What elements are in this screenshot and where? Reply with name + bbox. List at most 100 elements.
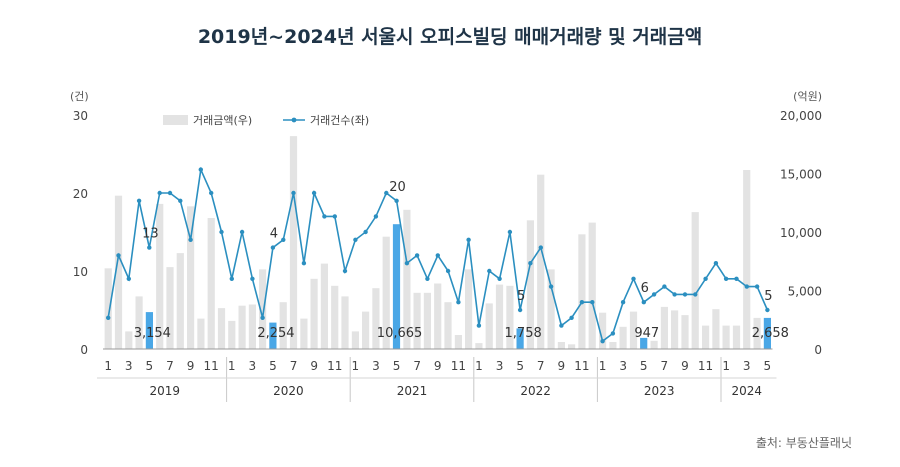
- x-tick-label: 5: [269, 359, 277, 373]
- bar: [712, 309, 720, 349]
- x-tick-label: 9: [187, 359, 195, 373]
- source-note: 출처: 부동산플래닛: [755, 436, 852, 450]
- bar: [217, 308, 226, 349]
- line-point: [198, 167, 203, 172]
- x-tick-label: 3: [372, 359, 380, 373]
- line-point: [270, 245, 276, 250]
- line-point: [384, 190, 389, 196]
- x-tick-label: 5: [640, 359, 648, 373]
- bar: [197, 318, 205, 349]
- bar: [372, 288, 380, 349]
- bar-highlight: [269, 322, 277, 349]
- line-point: [404, 261, 410, 266]
- bar: [547, 269, 555, 349]
- line-point: [631, 276, 636, 281]
- line-point: [693, 292, 698, 297]
- bar: [526, 220, 534, 349]
- bar: [289, 136, 298, 349]
- bar: [403, 209, 411, 349]
- left-axis-unit: (건): [70, 90, 89, 103]
- bar: [732, 325, 741, 349]
- bar: [300, 318, 308, 349]
- year-label: 2024: [731, 384, 762, 398]
- line-point: [548, 284, 554, 289]
- line-value-label: 5: [517, 289, 525, 304]
- line-point: [435, 253, 440, 258]
- bar: [114, 195, 123, 349]
- line-point: [373, 214, 379, 219]
- x-tick-label: 11: [327, 359, 342, 373]
- line-point: [497, 276, 502, 281]
- bar: [320, 263, 328, 349]
- right-axis-tick: 15,000: [780, 168, 822, 182]
- bar: [434, 283, 442, 349]
- bar: [104, 268, 112, 349]
- bar: [465, 269, 473, 349]
- line-value-label: 5: [764, 289, 772, 304]
- line-point: [147, 245, 152, 250]
- bar: [743, 170, 751, 349]
- x-tick-label: 7: [537, 359, 545, 373]
- chart-title: 2019년~2024년 서울시 오피스빌딩 매매거래량 및 거래금액: [197, 26, 703, 48]
- x-tick-label: 1: [599, 359, 607, 373]
- line-point: [219, 229, 224, 235]
- bar: [207, 218, 215, 349]
- line-point: [641, 300, 646, 305]
- x-tick-label: 11: [698, 359, 713, 373]
- line-point: [106, 315, 111, 320]
- bar-highlight: [640, 337, 648, 349]
- line-point: [528, 261, 533, 266]
- line-point: [487, 268, 492, 274]
- line-series: [106, 166, 770, 344]
- line-point: [703, 276, 708, 281]
- x-tick-label: 1: [475, 359, 483, 373]
- year-label: 2022: [520, 384, 551, 398]
- bar: [537, 174, 545, 349]
- line-point: [260, 315, 265, 320]
- line-value-label: 13: [142, 227, 159, 242]
- legend-bar-label: 거래금액(우): [193, 114, 252, 127]
- bar-highlight: [763, 317, 771, 349]
- line-point: [229, 276, 234, 281]
- line-point: [414, 253, 420, 258]
- x-tick-label: 1: [722, 359, 730, 373]
- legend-line-marker: [291, 117, 297, 123]
- bar: [485, 303, 493, 349]
- x-tick-label: 9: [558, 359, 566, 373]
- line-point: [682, 292, 688, 297]
- line-point: [157, 190, 162, 196]
- bar-series: [104, 136, 771, 349]
- line-point: [476, 323, 482, 328]
- right-axis-tick: 5,000: [788, 285, 822, 299]
- legend-line-label: 거래건수(좌): [310, 114, 369, 127]
- line-point: [311, 190, 317, 196]
- line-point: [765, 307, 770, 313]
- year-label: 2020: [273, 384, 304, 398]
- line-value-label: 4: [270, 227, 278, 242]
- bar-value-label: 3,154: [134, 326, 171, 341]
- x-tick-label: 11: [204, 359, 219, 373]
- bar: [279, 302, 287, 349]
- line-point: [188, 237, 193, 242]
- line-point: [353, 237, 358, 242]
- bar: [238, 305, 246, 349]
- x-tick-label: 5: [764, 359, 772, 373]
- year-label: 2021: [397, 384, 428, 398]
- x-tick-label: 11: [451, 359, 466, 373]
- line-point: [425, 276, 430, 281]
- bar: [660, 306, 668, 349]
- bar: [650, 340, 658, 349]
- line-point: [178, 198, 183, 203]
- line-point: [744, 284, 749, 289]
- line-point: [332, 214, 337, 219]
- bar-value-label: 2,658: [752, 326, 789, 341]
- legend: 거래금액(우) 거래건수(좌): [163, 114, 369, 127]
- x-tick-label: 1: [228, 359, 236, 373]
- bar: [156, 203, 164, 349]
- bar: [362, 311, 370, 349]
- line-point: [250, 276, 255, 281]
- bar: [310, 278, 318, 349]
- bar: [702, 325, 710, 349]
- left-axis-tick: 30: [73, 109, 88, 123]
